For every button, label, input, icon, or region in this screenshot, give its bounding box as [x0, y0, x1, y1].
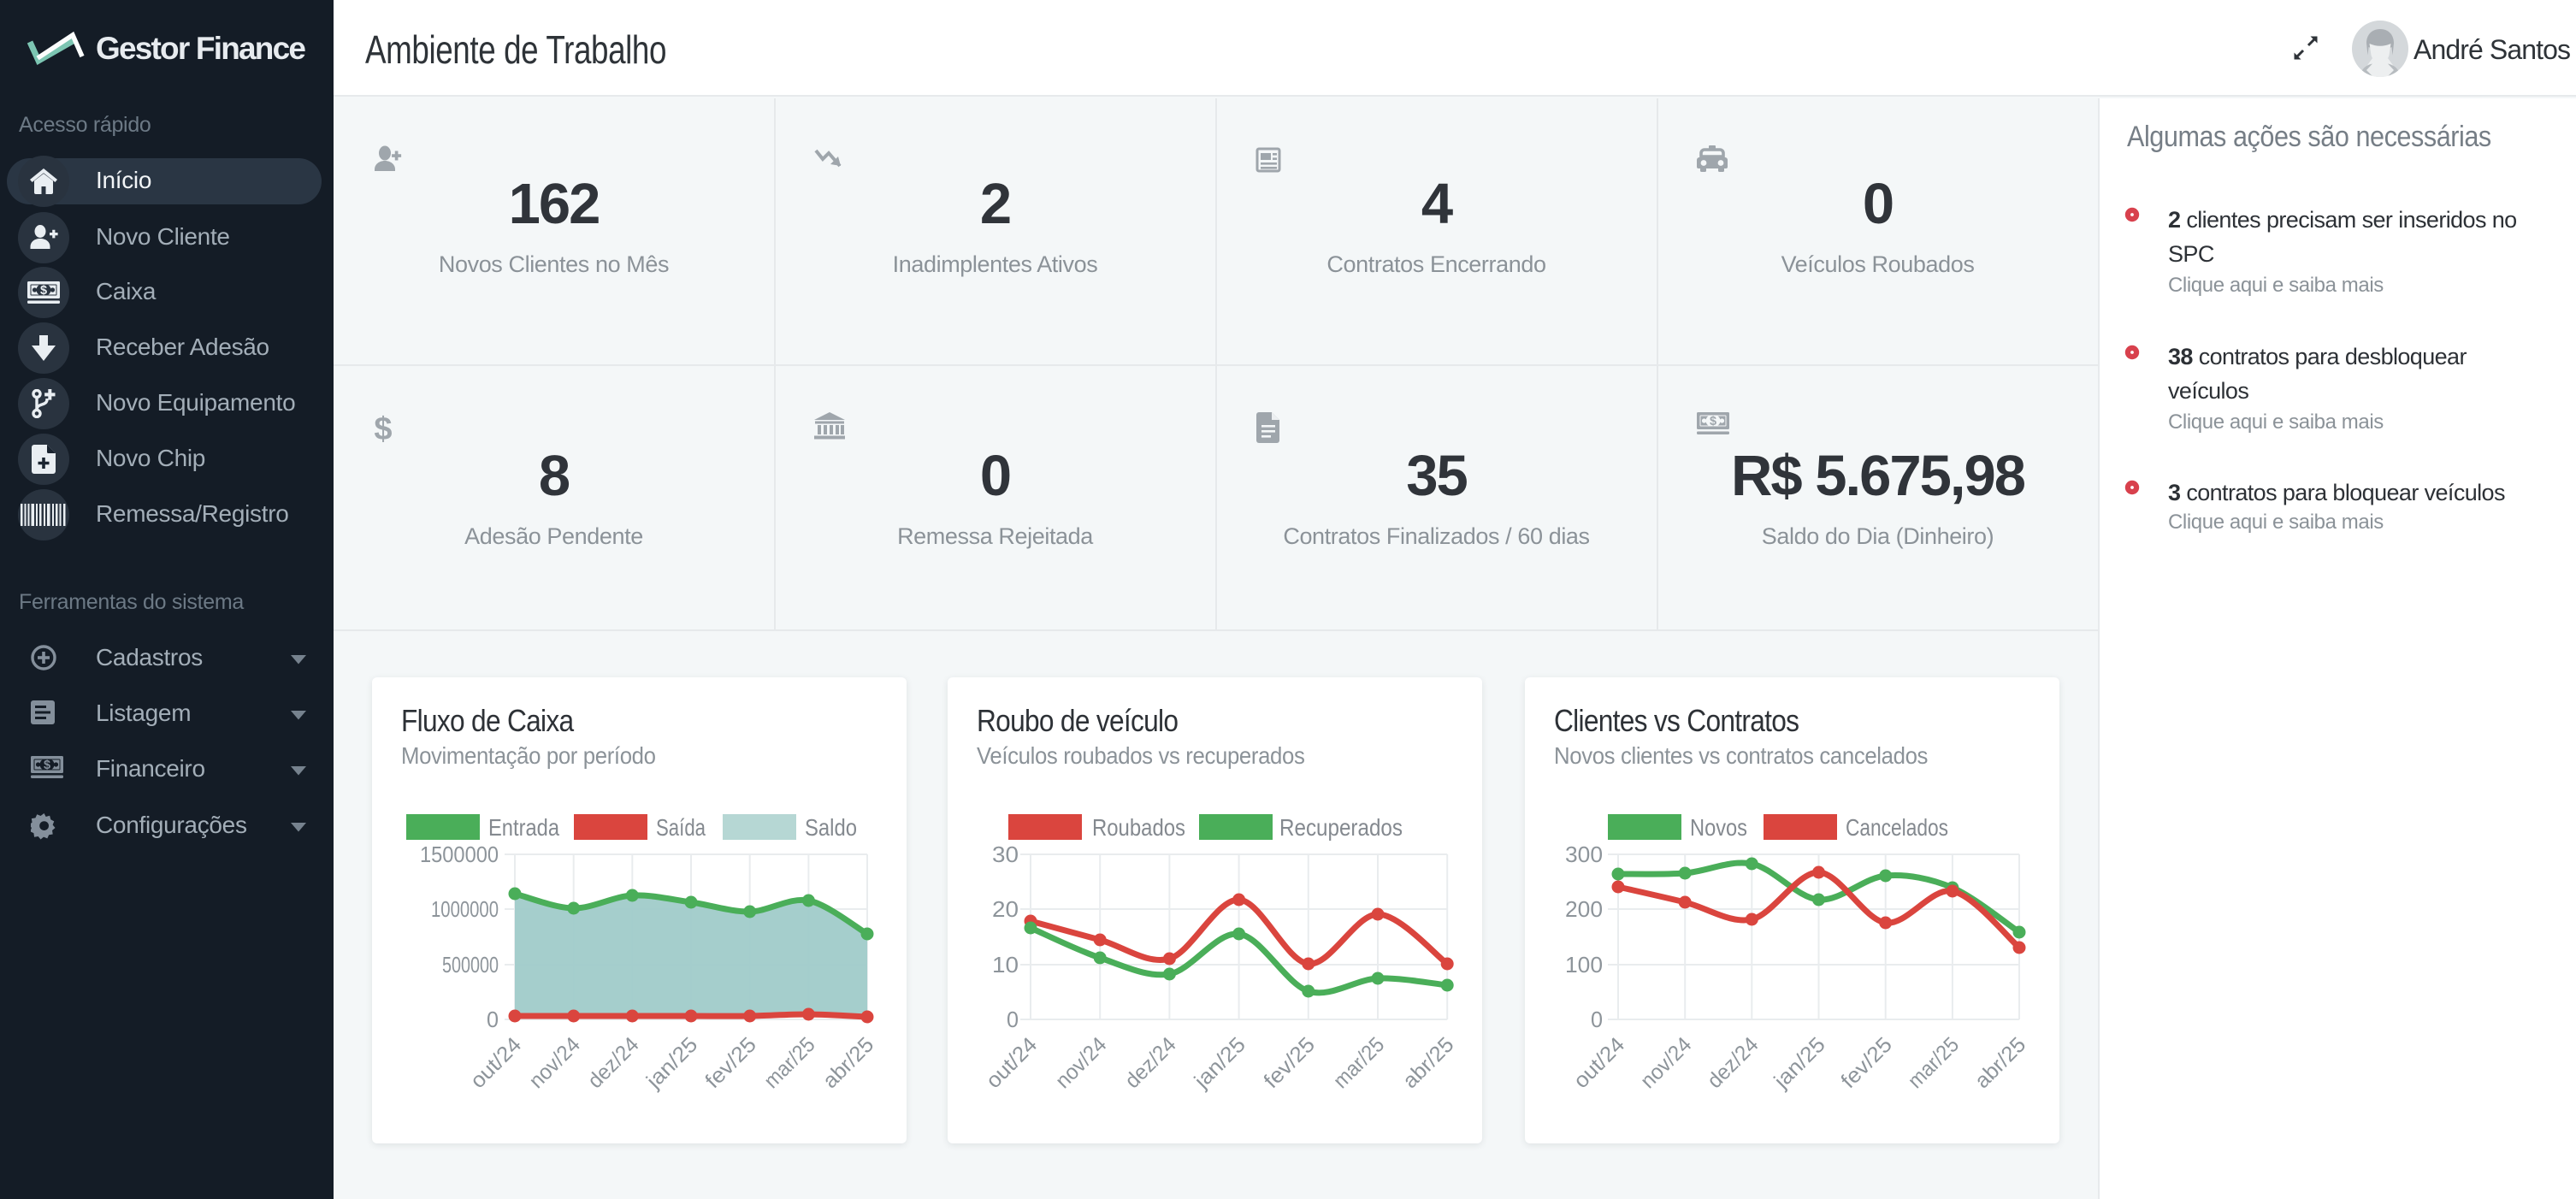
svg-text:fev/25: fev/25 — [1259, 1032, 1320, 1093]
svg-text:30: 30 — [992, 842, 1019, 867]
svg-text:mar/25: mar/25 — [1329, 1032, 1390, 1093]
svg-text:20: 20 — [992, 896, 1019, 922]
svg-text:0: 0 — [1591, 1007, 1603, 1032]
svg-text:abr/25: abr/25 — [818, 1032, 879, 1093]
svg-text:500000: 500000 — [442, 952, 499, 978]
svg-text:dez/24: dez/24 — [1703, 1032, 1764, 1093]
svg-text:nov/24: nov/24 — [1051, 1032, 1112, 1093]
svg-text:dez/24: dez/24 — [583, 1032, 644, 1093]
svg-text:$: $ — [374, 412, 392, 446]
svg-text:Saída: Saída — [656, 814, 706, 841]
svg-text:Roubados: Roubados — [1092, 814, 1185, 841]
svg-text:Novos: Novos — [1690, 814, 1747, 841]
svg-text:$: $ — [1710, 415, 1716, 428]
svg-text:1000000: 1000000 — [431, 896, 499, 922]
svg-text:100: 100 — [1565, 952, 1603, 978]
svg-text:fev/25: fev/25 — [1836, 1032, 1897, 1093]
svg-text:Cancelados: Cancelados — [1846, 814, 1948, 841]
svg-text:Entrada: Entrada — [488, 814, 559, 841]
svg-text:Saldo: Saldo — [805, 814, 857, 841]
svg-text:out/24: out/24 — [982, 1032, 1043, 1093]
svg-text:0: 0 — [1007, 1007, 1019, 1032]
svg-text:10: 10 — [992, 952, 1019, 978]
svg-text:$: $ — [44, 759, 50, 772]
svg-text:jan/25: jan/25 — [1189, 1032, 1250, 1093]
svg-text:jan/25: jan/25 — [1769, 1032, 1829, 1093]
svg-text:jan/25: jan/25 — [641, 1032, 702, 1093]
svg-text:abr/25: abr/25 — [1970, 1032, 2031, 1093]
svg-text:nov/24: nov/24 — [1636, 1032, 1697, 1093]
svg-text:1500000: 1500000 — [420, 842, 499, 867]
svg-text:Recuperados: Recuperados — [1279, 814, 1403, 841]
svg-text:out/24: out/24 — [466, 1032, 527, 1093]
svg-text:nov/24: nov/24 — [524, 1032, 585, 1093]
svg-text:out/24: out/24 — [1569, 1032, 1630, 1093]
svg-text:200: 200 — [1565, 896, 1603, 922]
svg-text:300: 300 — [1565, 842, 1603, 867]
svg-text:mar/25: mar/25 — [1903, 1032, 1964, 1093]
svg-text:$: $ — [40, 284, 47, 298]
svg-text:mar/25: mar/25 — [759, 1032, 820, 1093]
svg-text:fev/25: fev/25 — [700, 1032, 761, 1093]
svg-text:0: 0 — [487, 1007, 499, 1032]
svg-text:dez/24: dez/24 — [1120, 1032, 1181, 1093]
svg-text:abr/25: abr/25 — [1398, 1032, 1459, 1093]
